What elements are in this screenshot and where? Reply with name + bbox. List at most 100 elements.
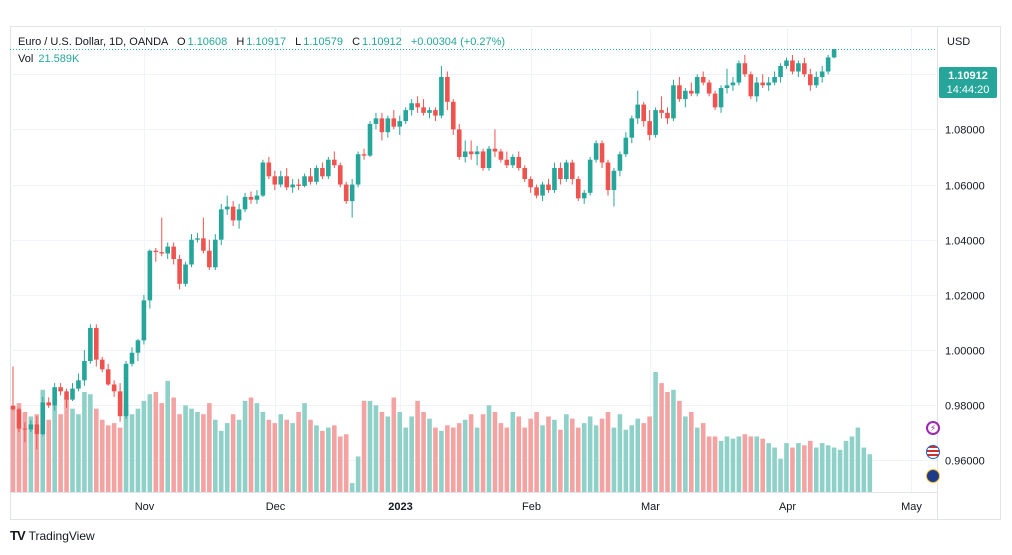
candle-body: [421, 107, 426, 113]
lightning-alert-icon[interactable]: ⚡: [926, 421, 940, 435]
symbol-title[interactable]: Euro / U.S. Dollar, 1D, OANDA: [18, 36, 168, 48]
candle-body: [516, 156, 522, 169]
high-value: 1.10917: [246, 36, 287, 48]
volume-bar: [605, 412, 611, 492]
volume-bar: [439, 430, 444, 492]
candle-body: [201, 238, 206, 251]
x-tick-label: May: [901, 501, 922, 513]
volume-bar: [712, 436, 718, 492]
volume-bar: [207, 403, 212, 492]
volume-bar: [308, 419, 313, 492]
volume-bar: [587, 416, 593, 492]
volume-bar: [367, 400, 373, 492]
volume-bar: [534, 412, 539, 492]
volume-bar: [772, 447, 777, 492]
volume-bar: [332, 425, 337, 492]
candle-body: [94, 327, 99, 360]
volume-bar: [552, 419, 557, 492]
volume-bar: [462, 419, 468, 492]
candle-body: [498, 151, 504, 160]
open-label: O: [176, 36, 186, 48]
close-label: C: [352, 36, 361, 48]
volume-bar: [831, 447, 837, 492]
y-tick-label: 1.08000: [945, 125, 985, 137]
volume-bar: [504, 427, 510, 492]
volume-bar: [659, 383, 664, 492]
candle-body: [617, 154, 623, 171]
candle-body: [468, 151, 474, 155]
candle-body: [159, 252, 165, 254]
low-label: L: [295, 36, 302, 48]
volume-bar: [677, 400, 682, 492]
candle-body: [278, 176, 284, 185]
volume-bar: [355, 456, 361, 492]
volume-bar: [76, 414, 81, 492]
volume-bar: [403, 427, 408, 492]
volume-bar: [808, 440, 813, 492]
us-flag-icon[interactable]: [926, 445, 940, 459]
volume-bar: [129, 414, 135, 492]
tradingview-logo-icon[interactable]: TV: [10, 528, 26, 543]
candle-body: [355, 154, 361, 185]
candle-body: [718, 88, 724, 108]
volume-bar: [468, 414, 474, 492]
volume-bar: [111, 423, 117, 492]
volume-bar: [671, 389, 676, 492]
candle-body: [611, 170, 617, 191]
volume-bar: [784, 443, 789, 492]
candle-body: [534, 187, 539, 196]
volume-bar: [189, 408, 194, 492]
candle-body: [117, 391, 123, 417]
x-axis-ticks: Nov Dec 2023 Feb Mar Apr May: [135, 501, 923, 513]
volume-bar: [611, 427, 617, 492]
candle-body: [754, 82, 760, 97]
volume-bar: [802, 445, 807, 492]
candle-body: [123, 363, 129, 417]
candle-body: [635, 104, 641, 119]
candle-body: [189, 239, 194, 265]
candle-body: [510, 156, 516, 166]
volume-bar: [683, 416, 688, 492]
candle-body: [207, 250, 212, 268]
volume-bar: [379, 412, 385, 492]
y-axis-ticks: 1.100001.080001.060001.040001.020001.000…: [945, 70, 985, 468]
volume-bar: [314, 425, 319, 492]
candle-body: [445, 77, 450, 102]
candle-body: [694, 77, 700, 94]
price-chart[interactable]: 1.100001.080001.060001.040001.020001.000…: [10, 26, 1001, 520]
brand-name[interactable]: TradingView: [28, 528, 95, 543]
volume-bar: [70, 408, 75, 492]
volume-bar: [326, 427, 331, 492]
volume-bar: [349, 483, 355, 492]
volume-bar: [159, 403, 165, 492]
volume-bar: [867, 454, 873, 492]
volume-value: 21.589K: [38, 53, 80, 65]
volume-bar: [320, 430, 325, 492]
volume-bar: [528, 418, 533, 492]
volume-bar: [760, 438, 765, 492]
candle-body: [82, 361, 87, 381]
volume-bar: [94, 408, 99, 492]
volume-bar: [546, 416, 551, 492]
candle-body: [790, 60, 795, 72]
candle-body: [522, 168, 527, 180]
volume-bar: [236, 419, 242, 492]
candle-body: [165, 246, 170, 254]
volume-bars: [10, 372, 873, 492]
open-value: 1.10608: [187, 36, 228, 48]
candle-body: [492, 148, 498, 152]
volume-bar: [742, 434, 748, 492]
candle-body: [724, 85, 730, 89]
candle-body: [730, 82, 736, 86]
candle-body: [802, 63, 807, 75]
volume-bar: [599, 418, 605, 492]
volume-bar: [433, 427, 438, 492]
candle-body: [623, 137, 629, 155]
candle-body: [141, 300, 147, 341]
volume-bar: [254, 403, 260, 492]
volume-bar: [456, 423, 462, 492]
candle-body: [427, 110, 432, 113]
candle-body: [474, 151, 480, 155]
volume-bar: [153, 392, 159, 492]
eu-flag-icon[interactable]: [926, 469, 940, 483]
